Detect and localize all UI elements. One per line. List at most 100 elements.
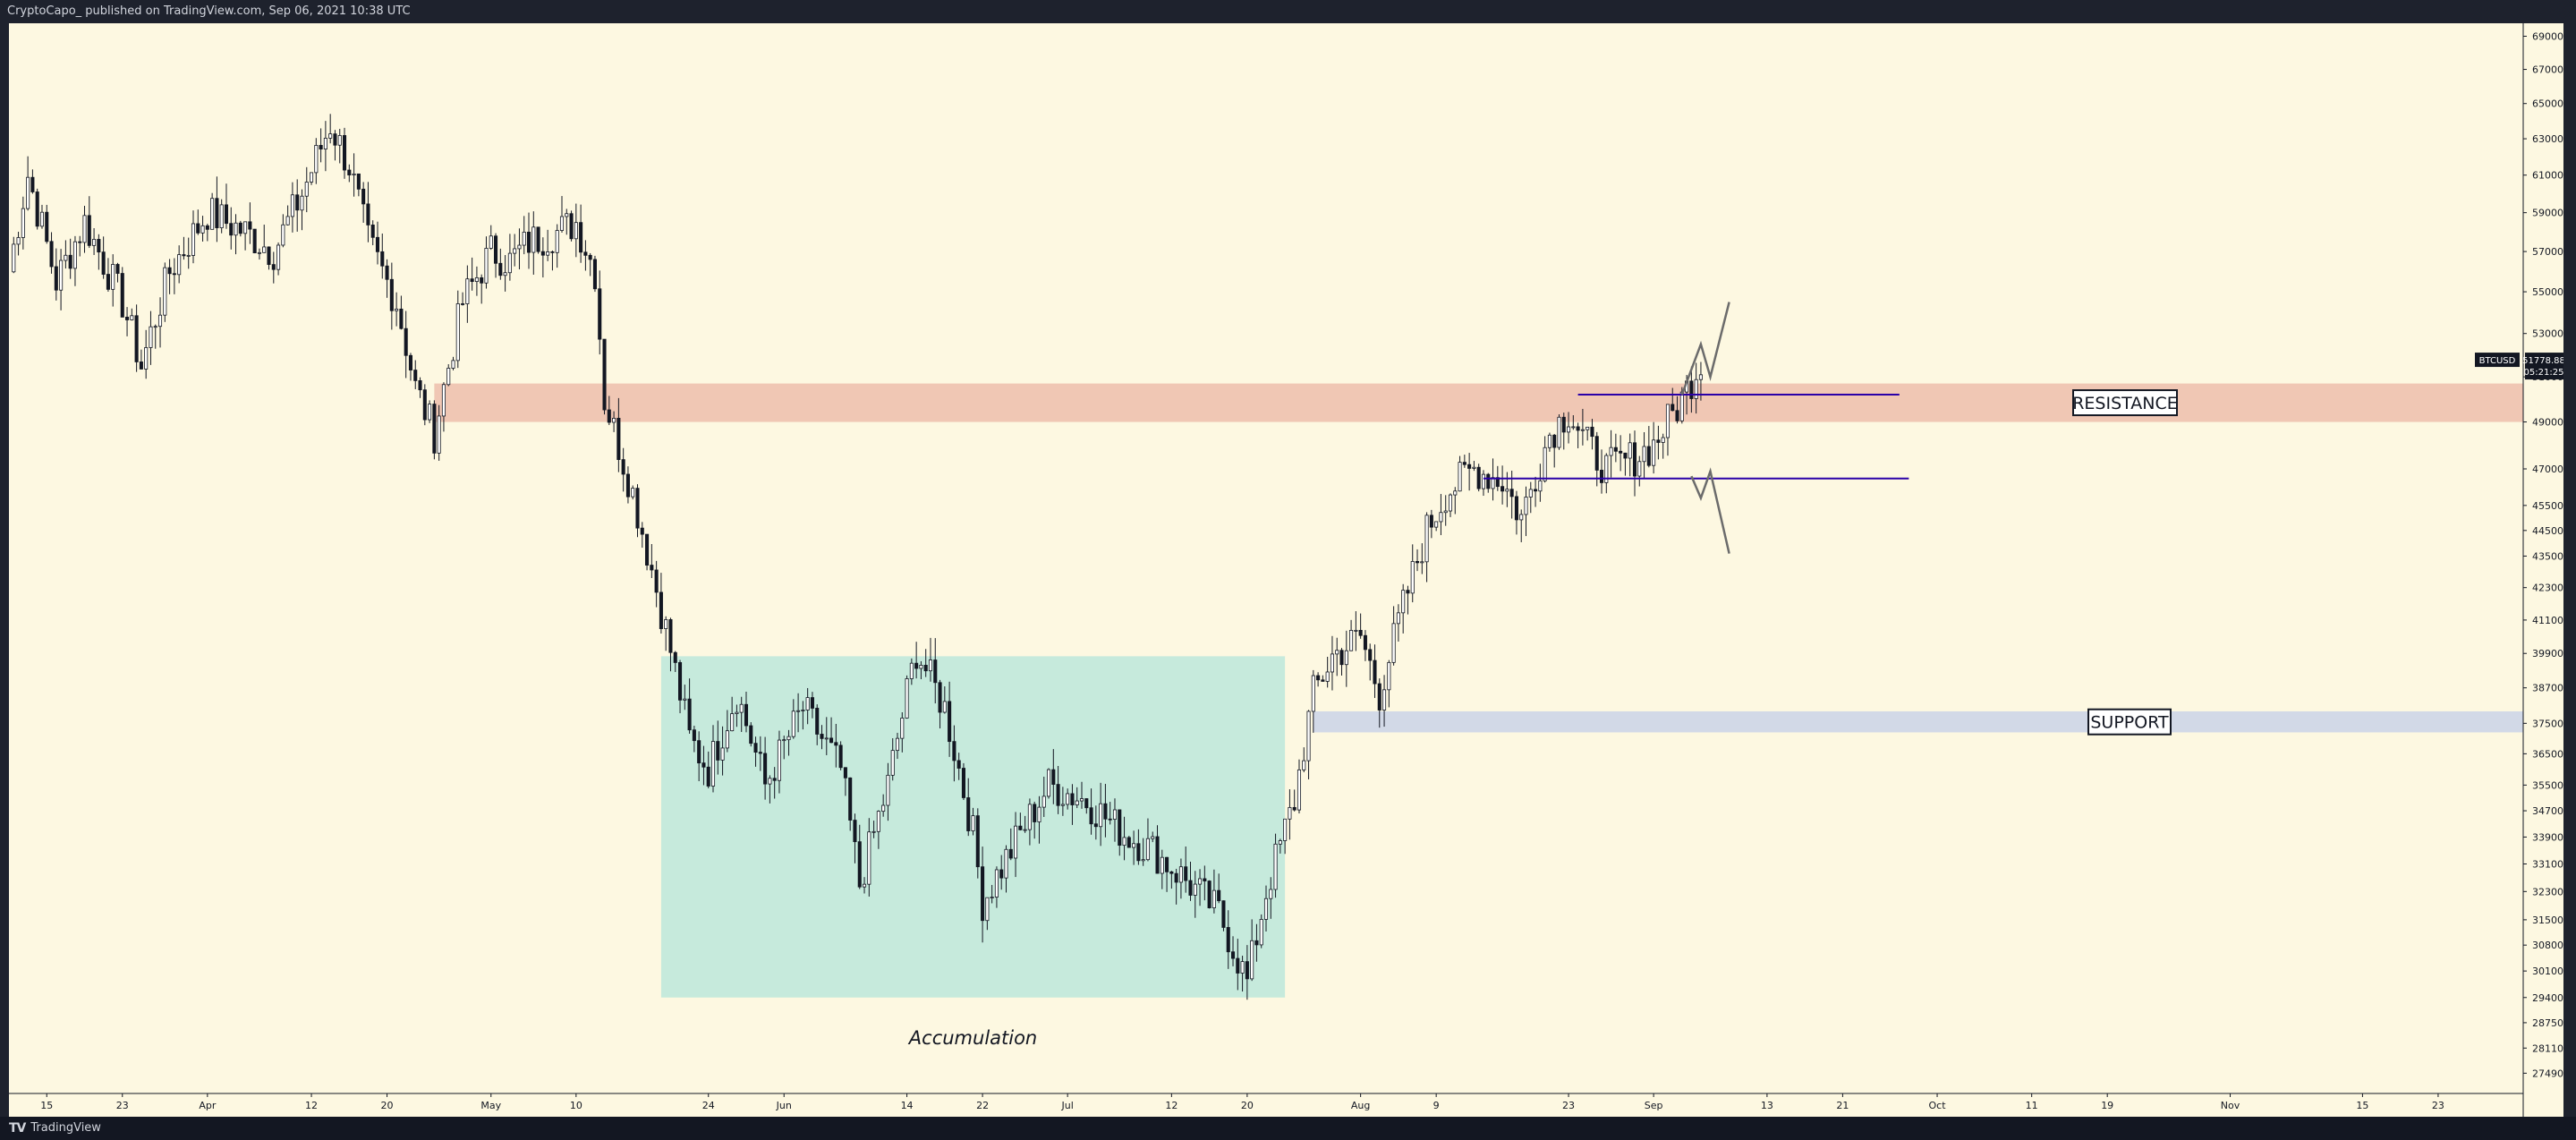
candle (1524, 486, 1528, 537)
candle-body (134, 315, 139, 362)
candle (21, 196, 25, 250)
candle-body (531, 226, 536, 253)
candle-body (782, 739, 786, 742)
time-tick-label: 23 (1562, 1100, 1575, 1111)
candle-body (385, 265, 389, 280)
candle (1141, 838, 1145, 866)
candle-body (111, 264, 115, 290)
price-axis[interactable]: 69000.00 67000.00 65000.00 63000.00 61000.00… (2523, 31, 2563, 1080)
candle (503, 255, 507, 292)
price-chart[interactable]: RESISTANCE SUPPORT Accumulation 69000.00 67… (9, 23, 2563, 1117)
time-tick-label: 15 (40, 1100, 53, 1111)
price-tick-label: 53000.00 (2532, 328, 2563, 340)
candle-body (1198, 878, 1203, 885)
candle (664, 616, 668, 651)
candle-body (1221, 900, 1226, 928)
candle-body (687, 698, 692, 731)
candle-body (1671, 404, 1675, 412)
candle (1145, 818, 1150, 862)
candle (1056, 765, 1060, 814)
price-tick-label: 44500.00 (2532, 525, 2563, 537)
candle (375, 221, 380, 265)
candle (730, 696, 735, 732)
candle (243, 221, 248, 251)
candle-body (550, 251, 555, 253)
candle (1580, 408, 1585, 446)
candle (579, 204, 583, 263)
candle-body (1273, 843, 1278, 890)
candle (186, 237, 191, 269)
candle (1321, 675, 1325, 682)
price-tag-box (2525, 353, 2563, 380)
candle-body (1538, 480, 1543, 492)
candle (592, 255, 597, 293)
candle-body (1656, 439, 1661, 443)
price-tick-label: 38700.00 (2532, 683, 2563, 694)
candle-body (153, 326, 157, 328)
candle (956, 753, 961, 780)
candle (616, 397, 621, 472)
candle (1415, 549, 1420, 572)
candle-body (650, 565, 654, 571)
price-tick-label: 55000.00 (2532, 286, 2563, 298)
candle-body (1429, 515, 1433, 528)
candle (565, 208, 569, 235)
candle-body (768, 778, 772, 785)
tradingview-logo-icon[interactable]: TV (9, 1121, 26, 1136)
candle-body (824, 737, 829, 740)
time-axis[interactable]: 15 23 Apr 12 20 May 10 24 Jun 14 22 Jul 12 20 Aug 9 23 Se… (40, 1093, 2444, 1111)
candle-body (569, 213, 574, 240)
candle (531, 211, 536, 275)
candle (125, 307, 130, 336)
candle (455, 290, 460, 369)
candle-body (668, 619, 673, 653)
candle-body (881, 804, 886, 812)
candle (484, 236, 489, 289)
candle (805, 687, 810, 725)
candle-body (1557, 416, 1561, 448)
candle (1306, 710, 1311, 779)
candle-body (1245, 961, 1249, 980)
candle (782, 736, 786, 760)
candle (1481, 470, 1486, 497)
price-tick-label: 57000.00 (2532, 246, 2563, 258)
candle (621, 447, 625, 492)
candle (1311, 669, 1315, 733)
candle-body (172, 273, 176, 276)
candle (716, 720, 720, 775)
candle (971, 807, 975, 836)
candle-body (285, 216, 290, 225)
candle-body (68, 254, 72, 269)
candle (418, 377, 422, 398)
candle (408, 353, 413, 381)
candle (1217, 873, 1221, 904)
candle (1211, 869, 1216, 914)
candle-body (1661, 437, 1665, 443)
brand-name[interactable]: TradingView (30, 1121, 101, 1135)
price-tick-label: 42300.00 (2532, 583, 2563, 594)
candle (1178, 858, 1183, 899)
footer-bar: TV TradingView (0, 1117, 2576, 1140)
candle-body (607, 409, 611, 423)
candle-body (333, 133, 337, 146)
candle (1250, 919, 1254, 982)
candle (1033, 801, 1037, 839)
last-price-tag: BTCUSD 51778.88 05:21:25 (2475, 353, 2563, 380)
candle (1561, 413, 1566, 450)
candle (1325, 656, 1330, 688)
candle-body (1263, 898, 1269, 920)
candle (1126, 836, 1131, 848)
candle-body (196, 223, 200, 234)
candle (446, 364, 451, 387)
candle (1046, 768, 1051, 799)
candle (157, 297, 163, 348)
candle-body (796, 710, 801, 712)
candle (905, 675, 909, 719)
candle-body (1250, 940, 1254, 980)
chart-area[interactable]: RESISTANCE SUPPORT Accumulation 69000.00 67… (9, 23, 2563, 1117)
candle (494, 233, 498, 278)
candle (310, 172, 314, 185)
last-price: 51778.88 (2522, 356, 2563, 366)
bar-countdown: 05:21:25 (2524, 368, 2563, 378)
candle-body (886, 774, 890, 806)
